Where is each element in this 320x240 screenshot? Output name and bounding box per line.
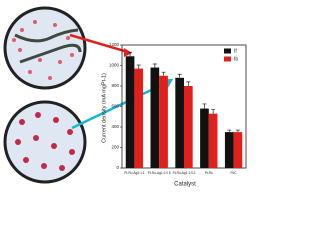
legend-swatch — [224, 48, 231, 54]
legend-label: Ib — [234, 56, 238, 62]
bar — [233, 132, 243, 168]
top-chains — [14, 28, 82, 64]
bar — [175, 77, 184, 168]
graphical-abstract: Current density (mA mgPt-1) Catalyst 0 20… — [3, 6, 247, 188]
bar — [150, 67, 160, 168]
bar — [134, 68, 144, 168]
bar — [125, 56, 135, 168]
y-tick-label: 0 — [116, 165, 119, 170]
legend-swatch — [224, 56, 231, 62]
bottom-dots — [15, 112, 75, 171]
error-bar — [128, 51, 133, 57]
error-bar — [136, 64, 141, 69]
error-bar — [177, 73, 182, 78]
error-bar — [211, 109, 216, 114]
illustration — [3, 6, 173, 184]
x-tick-label: Pt-Ru-Ag1:1:0.2 — [173, 171, 196, 175]
bar — [159, 75, 168, 168]
y-axis-label: Current density (mA mgPt-1) — [101, 73, 107, 143]
y-tick-label: 400 — [111, 124, 119, 129]
y-tick-label: 800 — [111, 83, 119, 88]
bar — [200, 108, 209, 168]
x-tick-label: Pt-Ru — [205, 171, 213, 175]
legend-label: If — [234, 48, 237, 54]
error-bar — [202, 103, 207, 109]
y-tick-label: 1000 — [109, 63, 120, 68]
bar — [184, 86, 193, 168]
bar — [208, 113, 218, 168]
y-tick-label: 1200 — [109, 42, 120, 47]
x-axis-label: Catalyst — [174, 182, 196, 188]
red-arrowhead — [124, 48, 132, 57]
bar — [224, 132, 234, 168]
red-arrow — [69, 33, 129, 54]
top-dots — [12, 20, 74, 80]
top-circle — [3, 6, 87, 90]
error-bar — [227, 129, 232, 133]
error-bar — [186, 81, 191, 86]
x-tick-label: Pt/C — [230, 171, 237, 175]
error-bar — [152, 63, 157, 68]
y-tick-label: 200 — [111, 145, 119, 150]
error-bar — [235, 129, 240, 133]
error-bar — [161, 71, 166, 76]
x-tick-label: Pt-Ru-Ag1:1:0.5 — [148, 171, 171, 175]
x-tick-label: Pt-Ru-Ag1:1:1 — [124, 171, 144, 175]
y-tick-label: 600 — [111, 104, 119, 109]
